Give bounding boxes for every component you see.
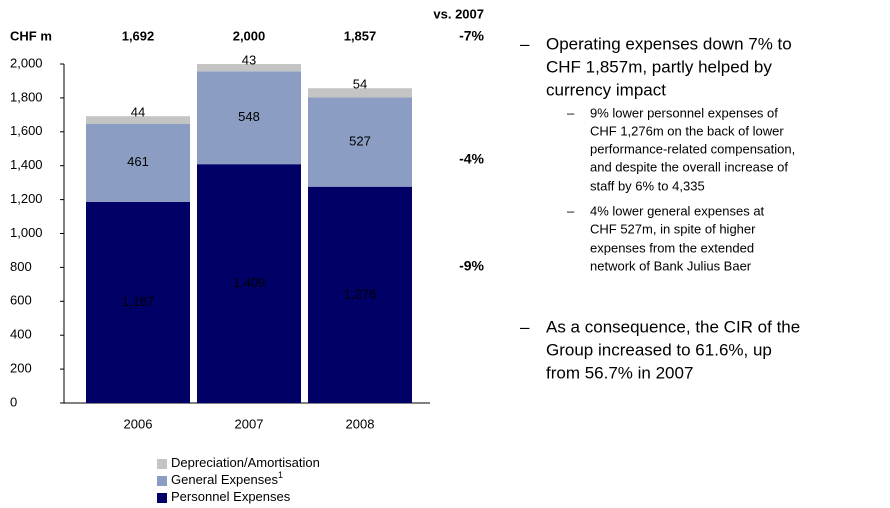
y-tick-label: 2,000 (10, 55, 43, 70)
x-tick-label: 2006 (124, 416, 153, 431)
legend-name: Depreciation/Amortisation (171, 455, 320, 470)
sub-bullet-text: CHF 1,276m on the back of lower (590, 123, 784, 138)
bar-segment (308, 97, 412, 187)
sub-bullet-text: network of Bank Julius Baer (590, 258, 752, 273)
sub-bullet-text: expenses from the extended (590, 240, 754, 255)
bullet-text: currency impact (546, 80, 666, 99)
y-tick-label: 1,000 (10, 225, 43, 240)
legend-swatch (157, 459, 167, 469)
unit-label: CHF m (10, 28, 52, 43)
value-label: 548 (238, 109, 260, 124)
y-tick-label: 400 (10, 327, 32, 342)
bullet-dash: – (520, 317, 530, 336)
sub-bullet-text: 4% lower general expenses at (590, 203, 765, 218)
bullet-text: As a consequence, the CIR of the (546, 317, 800, 336)
legend-footnote: 1 (278, 470, 283, 480)
y-tick-label: 800 (10, 259, 32, 274)
legend-label: Depreciation/Amortisation (171, 455, 320, 470)
change-label: -7% (459, 28, 484, 44)
value-label: 527 (349, 133, 371, 148)
value-label: 1,409 (233, 275, 266, 290)
y-tick-label: 1,600 (10, 123, 43, 138)
value-label: 461 (127, 154, 149, 169)
y-tick-label: 1,800 (10, 89, 43, 104)
bar-segment (197, 71, 301, 165)
y-tick-label: 1,400 (10, 157, 43, 172)
legend-name: General Expenses (171, 472, 278, 487)
bullet-text: Group increased to 61.6%, up (546, 340, 772, 359)
value-label: 44 (131, 105, 145, 120)
legend-swatch (157, 476, 167, 486)
legend-label: Personnel Expenses (171, 489, 291, 504)
bullet-text: Operating expenses down 7% to (546, 34, 792, 53)
change-label: -4% (459, 151, 484, 167)
sub-bullet-dash: – (567, 203, 575, 218)
value-label: 1,187 (122, 294, 155, 309)
bar-segment (308, 186, 412, 403)
change-header: vs. 2007 (433, 6, 484, 21)
bar-segment (197, 164, 301, 403)
column-total: 2,000 (233, 28, 266, 43)
value-label: 54 (353, 77, 367, 92)
sub-bullet-text: CHF 527m, in spite of higher (590, 221, 756, 236)
bar-segment (308, 88, 412, 98)
y-tick-label: 1,200 (10, 191, 43, 206)
bullet-text: CHF 1,857m, partly helped by (546, 57, 772, 76)
bar-segment (197, 64, 301, 72)
bar-segment (86, 116, 190, 124)
x-tick-label: 2008 (346, 416, 375, 431)
y-tick-label: 600 (10, 293, 32, 308)
legend-name: Personnel Expenses (171, 489, 291, 504)
column-total: 1,857 (344, 28, 377, 43)
bar-segment (86, 123, 190, 202)
bar-segment (86, 201, 190, 403)
legend-label: General Expenses1 (171, 470, 283, 487)
sub-bullet-text: performance-related compensation, (590, 141, 795, 156)
sub-bullet-text: and despite the overall increase of (590, 159, 788, 174)
sub-bullet-text: 9% lower personnel expenses of (590, 105, 778, 120)
x-tick-label: 2007 (235, 416, 264, 431)
bullet-dash: – (520, 34, 530, 53)
sub-bullet-text: staff by 6% to 4,335 (590, 178, 705, 193)
value-label: 1,276 (344, 286, 377, 301)
column-total: 1,692 (122, 28, 155, 43)
y-tick-label: 0 (10, 394, 17, 409)
value-label: 43 (242, 52, 256, 67)
bullet-text: from 56.7% in 2007 (546, 363, 693, 382)
change-label: -9% (459, 258, 484, 274)
y-tick-label: 200 (10, 361, 32, 376)
sub-bullet-dash: – (567, 105, 575, 120)
legend-swatch (157, 493, 167, 503)
